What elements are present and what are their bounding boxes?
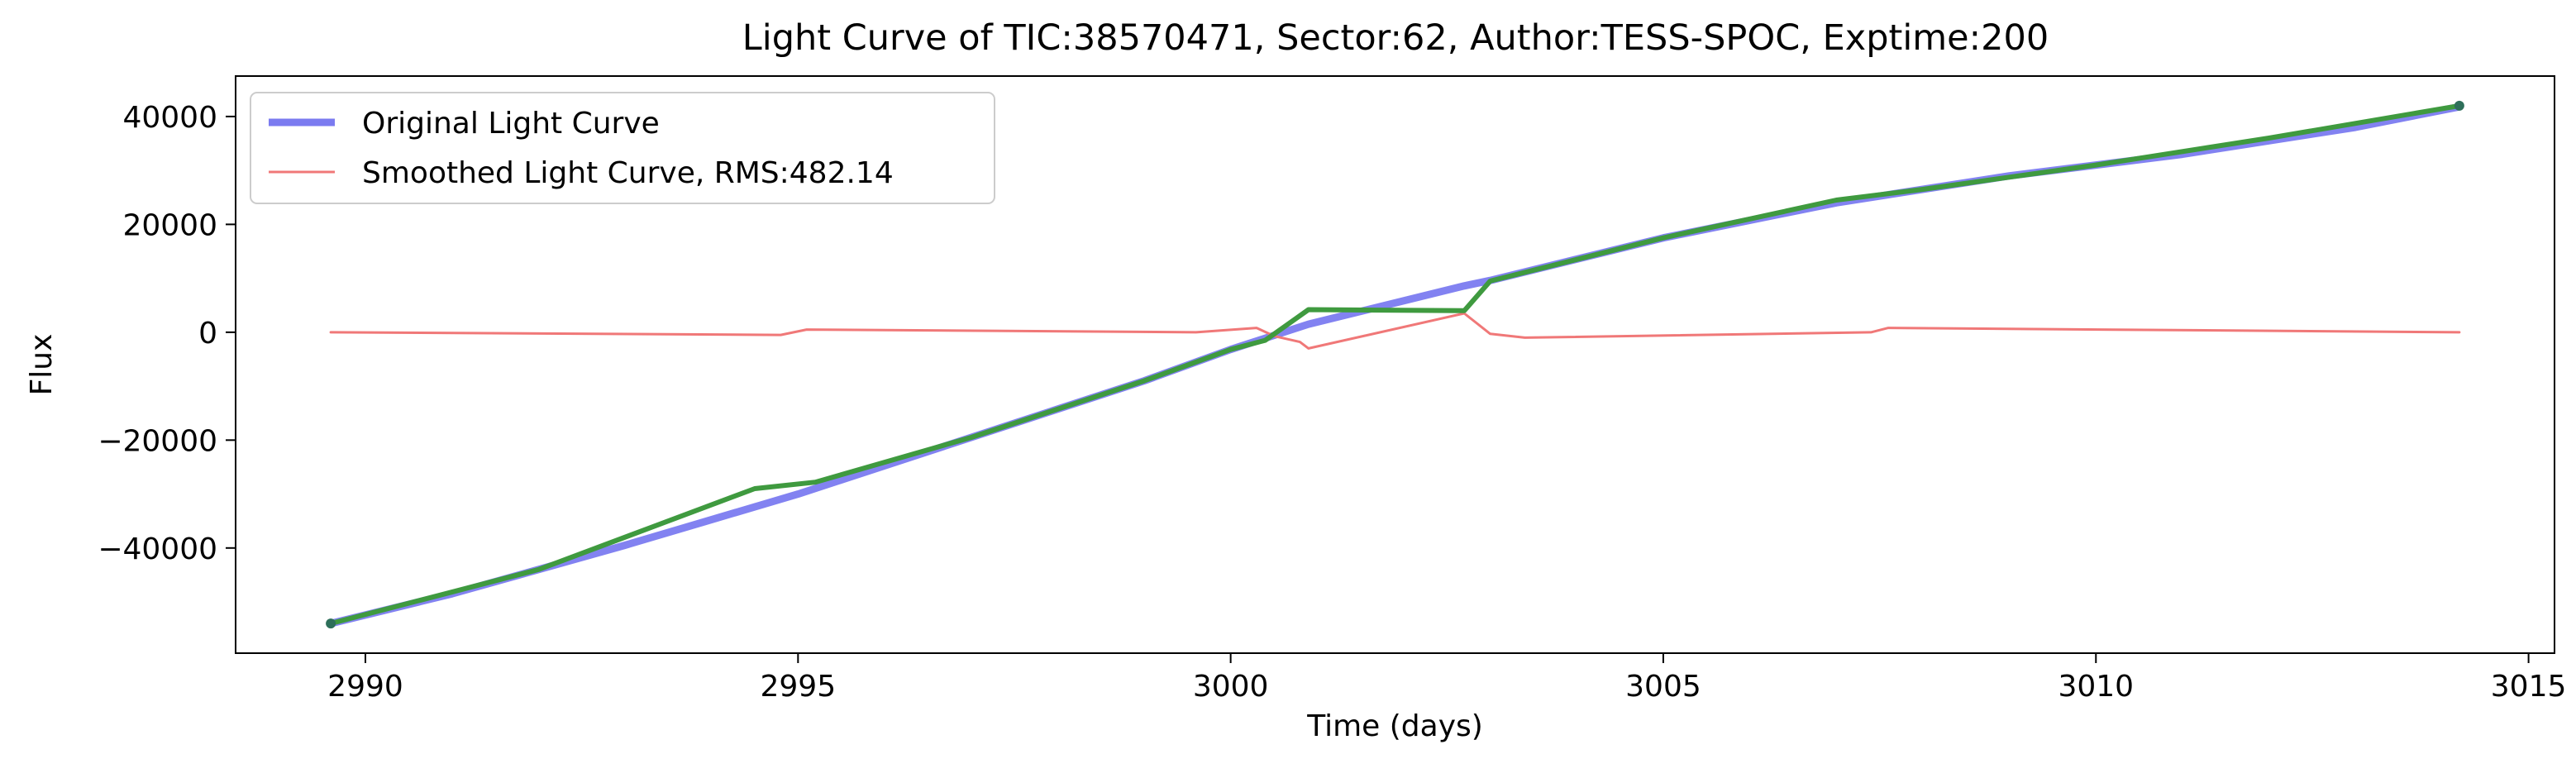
x-tick-label: 3010: [2058, 670, 2134, 704]
y-tick-label: −20000: [98, 424, 217, 458]
series-trend-line: [328, 103, 2462, 627]
x-tick-label: 3015: [2491, 670, 2567, 704]
y-tick-label: 20000: [122, 208, 217, 242]
x-tick-label: 3005: [1625, 670, 1701, 704]
x-tick-label: 2995: [761, 670, 837, 704]
series-smoothed-line: [329, 312, 2461, 350]
series-layer: [326, 100, 2464, 629]
y-tick-label: 0: [198, 317, 217, 351]
y-axis: −40000 −20000 0 20000 40000: [98, 101, 236, 566]
x-axis: 2990 2995 3000 3005 3010 3015: [327, 653, 2566, 704]
chart-title: Light Curve of TIC:38570471, Sector:62, …: [742, 17, 2049, 59]
legend-label: Smoothed Light Curve, RMS:482.14: [362, 156, 894, 190]
plot-frame: [235, 75, 2555, 654]
series-end-point: [2454, 100, 2464, 111]
legend-box: [250, 92, 995, 204]
series-start-point: [326, 618, 336, 629]
y-axis-title: Flux: [25, 334, 59, 396]
x-tick-label: 2990: [327, 670, 403, 704]
x-tick-label: 3000: [1193, 670, 1269, 704]
legend-label: Original Light Curve: [362, 107, 660, 141]
legend: Original Light Curve Smoothed Light Curve…: [250, 92, 995, 204]
x-axis-title: Time (days): [1306, 709, 1483, 743]
y-tick-label: −40000: [98, 532, 217, 566]
y-tick-label: 40000: [122, 101, 217, 135]
